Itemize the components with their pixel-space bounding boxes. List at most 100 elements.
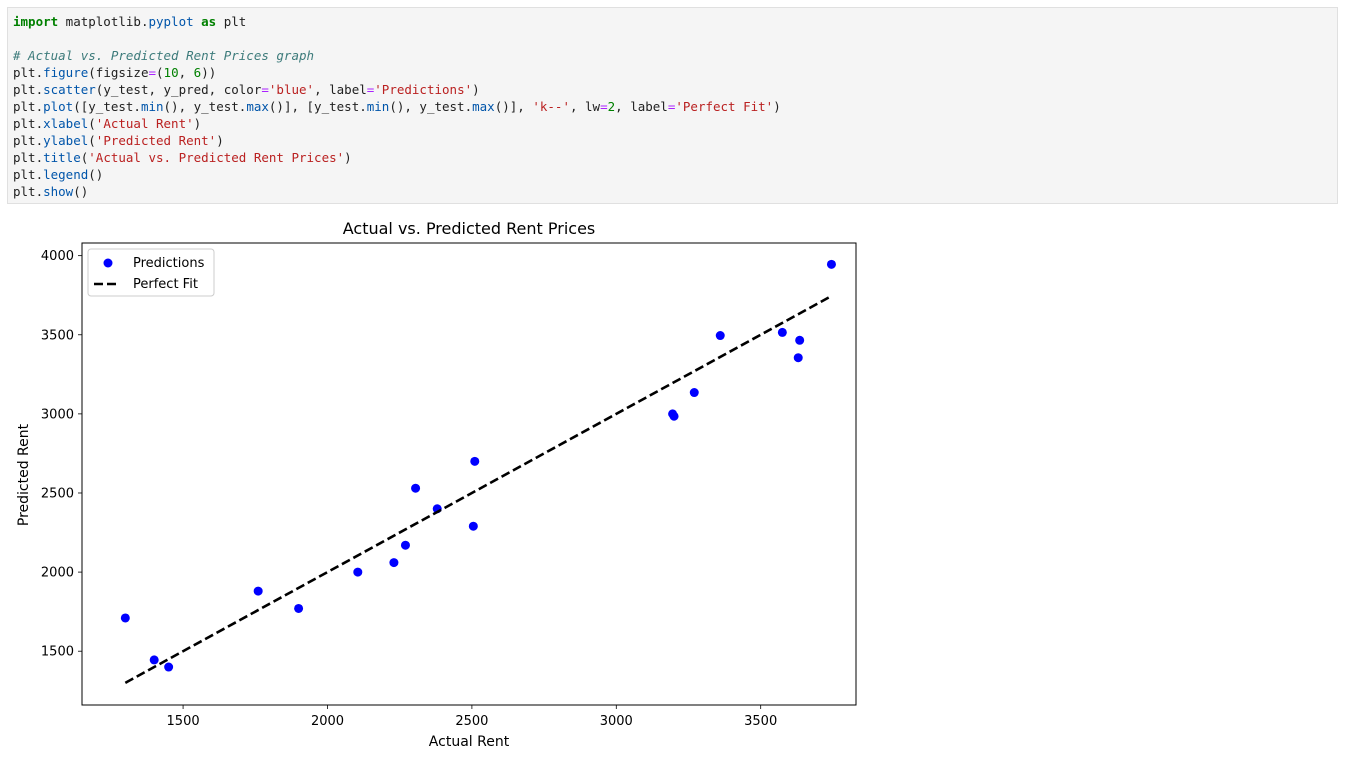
x-tick-label: 1500 <box>167 714 200 729</box>
code-token: ) <box>773 99 781 114</box>
code-token: pyplot <box>148 14 194 29</box>
code-token: plt. <box>13 99 44 114</box>
legend-label-perfect-fit: Perfect Fit <box>133 277 198 292</box>
code-token: max <box>472 99 495 114</box>
code-token: plt. <box>13 82 44 97</box>
y-tick-label: 2500 <box>41 486 74 501</box>
code-token: plt. <box>13 167 44 182</box>
legend-marker-predictions <box>103 258 113 268</box>
code-token: () <box>73 184 89 199</box>
code-line: plt.ylabel('Predicted Rent') <box>13 132 781 149</box>
code-token: , <box>178 65 194 80</box>
y-tick-label: 4000 <box>41 249 74 264</box>
code-token: 10 <box>163 65 179 80</box>
axes: 1500 2000 2500 3000 3500 1500 2000 2500 3000 3500… <box>41 242 857 729</box>
data-point <box>164 662 174 672</box>
data-point <box>400 540 410 550</box>
code-token: )) <box>201 65 217 80</box>
data-point <box>294 603 304 613</box>
code-token: scatter <box>43 82 96 97</box>
code-token: ) <box>216 133 224 148</box>
code-line: plt.figure(figsize=(10, 6)) <box>13 64 781 81</box>
code-token: figure <box>43 65 89 80</box>
data-point <box>777 327 787 337</box>
data-point <box>795 335 805 345</box>
code-line: plt.legend() <box>13 166 781 183</box>
code-token: ( <box>88 133 96 148</box>
code-token: 'Actual Rent' <box>95 116 194 131</box>
code-cell[interactable]: import matplotlib.pyplot as plt​# Actual… <box>7 7 1338 204</box>
code-token: plt. <box>13 65 44 80</box>
code-token: as <box>201 14 217 29</box>
code-token: ( <box>88 116 96 131</box>
code-token: import <box>13 14 59 29</box>
data-point <box>470 456 480 466</box>
data-point <box>149 655 159 665</box>
code-token: plt. <box>13 150 44 165</box>
data-point <box>715 331 725 341</box>
x-tick-label: 3500 <box>744 714 777 729</box>
data-point <box>389 558 399 568</box>
code-line: # Actual vs. Predicted Rent Prices graph <box>13 47 781 64</box>
data-point <box>120 613 130 623</box>
code-token: 6 <box>193 65 202 80</box>
code-token: , lw <box>569 99 601 114</box>
code-token: , label <box>615 99 668 114</box>
data-point <box>793 353 803 363</box>
code-token: plt. <box>13 116 44 131</box>
code-line: plt.xlabel('Actual Rent') <box>13 115 781 132</box>
legend-label-predictions: Predictions <box>133 256 205 271</box>
code-token: (), y_test. <box>163 99 247 114</box>
code-token: = <box>261 82 269 97</box>
data-point <box>468 521 478 531</box>
code-token: ([y_test. <box>73 99 141 114</box>
code-token: () <box>88 167 104 182</box>
scatter-chart: 1500 2000 2500 3000 3500 1500 2000 2500 3000 3500… <box>0 210 870 766</box>
code-token: 'Perfect Fit' <box>675 99 774 114</box>
legend-box <box>87 248 215 297</box>
code-token: ()], [y_test. <box>268 99 367 114</box>
y-tick-label: 3500 <box>41 328 74 343</box>
code-token: 'blue' <box>268 82 315 97</box>
axes-frame <box>81 242 857 706</box>
code-line: plt.show() <box>13 183 781 200</box>
code-token: show <box>43 184 74 199</box>
code-line: plt.scatter(y_test, y_pred, color='blue'… <box>13 81 781 98</box>
code-token: ) <box>472 82 480 97</box>
data-point <box>353 567 363 577</box>
data-point <box>689 388 699 398</box>
code-token: matplotlib. <box>58 14 149 29</box>
x-axis-label: Actual Rent <box>429 734 510 750</box>
data-point <box>411 483 421 493</box>
code-token: (), y_test. <box>389 99 473 114</box>
code-token: xlabel <box>43 116 89 131</box>
code-token: (y_test, y_pred, color <box>95 82 262 97</box>
code-token: 2 <box>607 99 616 114</box>
perfect-fit-line <box>124 294 833 684</box>
code-token: ylabel <box>43 133 89 148</box>
x-tick-label: 2500 <box>455 714 488 729</box>
y-tick-label: 2000 <box>41 566 74 581</box>
code-line: plt.plot([y_test.min(), y_test.max()], [… <box>13 98 781 115</box>
code-token: plt. <box>13 133 44 148</box>
code-token: plt. <box>13 184 44 199</box>
code-editor[interactable]: import matplotlib.pyplot as plt​# Actual… <box>13 13 781 200</box>
x-tick-label: 3000 <box>600 714 633 729</box>
code-token: 'Actual vs. Predicted Rent Prices' <box>88 150 345 165</box>
code-token: (figsize <box>88 65 149 80</box>
x-tick-label: 2000 <box>311 714 344 729</box>
code-token: plt <box>216 14 247 29</box>
code-token: ) <box>344 150 352 165</box>
code-token: # Actual vs. Predicted Rent Prices graph <box>13 48 315 63</box>
legend: Predictions Perfect Fit <box>87 248 215 297</box>
code-token: = <box>148 65 157 80</box>
code-token: max <box>246 99 269 114</box>
code-token: 'Predicted Rent' <box>95 133 217 148</box>
code-token: legend <box>43 167 89 182</box>
code-token: , label <box>314 82 367 97</box>
data-point <box>253 586 263 596</box>
code-token: title <box>43 150 81 165</box>
data-point <box>826 259 836 269</box>
code-token: = <box>366 82 375 97</box>
y-tick-label: 3000 <box>41 407 74 422</box>
